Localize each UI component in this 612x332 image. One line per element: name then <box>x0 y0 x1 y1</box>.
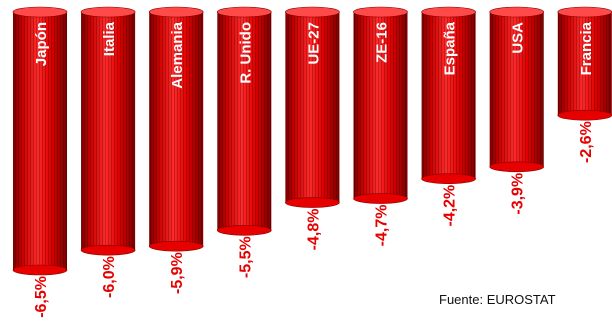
bar-group: Japón <box>12 6 68 276</box>
bar-bottom-cap <box>12 264 68 276</box>
value-label: -4,7% <box>374 205 391 247</box>
value-label: -5,9% <box>169 252 186 294</box>
category-label: Francia <box>578 21 595 75</box>
bar-texture <box>557 12 612 116</box>
bar-bottom-cap <box>489 161 545 173</box>
value-label: -6,0% <box>101 256 118 298</box>
category-label: UE-27 <box>305 22 322 65</box>
bar-texture <box>421 12 476 179</box>
category-label: USA <box>510 22 527 54</box>
category-label: ZE-16 <box>374 22 391 63</box>
category-label: España <box>442 21 459 75</box>
bar-texture <box>149 12 204 247</box>
bar-top-cap <box>80 6 136 18</box>
value-labels-layer: -6,5% -6,0% -5,9% -5,5% -4,8% -4,7% -4,2% -3,9%… <box>33 121 595 318</box>
bar-group: Francia <box>557 6 612 121</box>
value-label: -4,8% <box>305 209 322 251</box>
category-label: Italia <box>101 21 118 56</box>
bar-bottom-cap <box>148 240 204 252</box>
bar-texture <box>217 12 272 231</box>
category-label: Japón <box>33 22 50 66</box>
source-note: Fuente: EUROSTAT <box>439 292 556 307</box>
bars-layer: Japón Italia Alemania R. Unido UE-27 ZE-16 Esp… <box>12 6 612 276</box>
bar-bottom-cap <box>285 197 340 208</box>
bar-bottom-cap <box>217 225 272 236</box>
bar-top-cap <box>421 6 476 18</box>
bar-texture <box>13 12 67 270</box>
bar-bottom-cap <box>80 244 136 256</box>
value-label: -6,5% <box>33 276 50 318</box>
bar-top-cap <box>489 6 545 18</box>
bar-group: España <box>421 6 476 185</box>
bar-group: R. Unido <box>217 6 272 236</box>
bar-top-cap <box>148 6 204 18</box>
bar-group: Italia <box>80 6 136 256</box>
bar-texture <box>285 12 340 203</box>
bar-top-cap <box>217 6 272 18</box>
bar-top-cap <box>557 6 612 18</box>
bar-group: USA <box>489 6 545 173</box>
bar-texture <box>81 12 136 251</box>
bar-texture <box>489 12 544 167</box>
bar-group: Alemania <box>148 6 204 252</box>
bar-bottom-cap <box>557 109 612 121</box>
value-label: -2,6% <box>578 121 595 163</box>
value-label: -5,5% <box>237 236 254 278</box>
bar-top-cap <box>285 6 340 18</box>
bar-top-cap <box>353 6 408 18</box>
category-label: Alemania <box>169 21 186 88</box>
bar-bottom-cap <box>353 193 408 204</box>
category-label: R. Unido <box>237 22 254 84</box>
bar-group: UE-27 <box>285 6 340 208</box>
bar-bottom-cap <box>421 173 476 185</box>
value-label: -4,2% <box>442 185 459 227</box>
bar-top-cap <box>12 6 68 18</box>
bar-group: ZE-16 <box>353 6 408 204</box>
value-label: -3,9% <box>510 173 527 215</box>
bar-texture <box>353 12 408 199</box>
